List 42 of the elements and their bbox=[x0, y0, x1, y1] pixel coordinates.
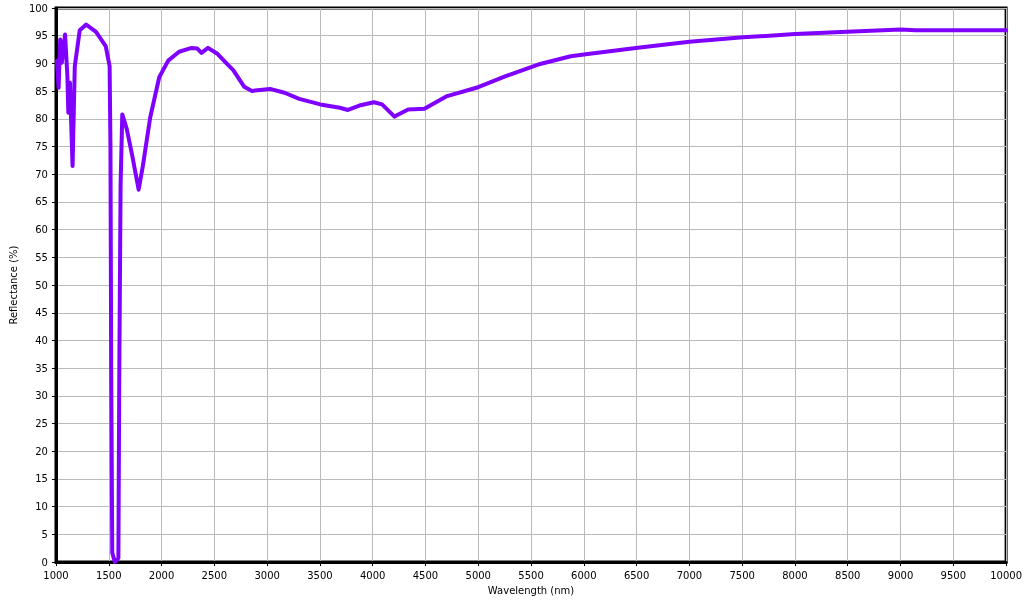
x-axis-title: Wavelength (nm) bbox=[487, 584, 575, 596]
y-tick-label: 90 bbox=[35, 57, 48, 69]
x-tick-label: 2500 bbox=[201, 569, 228, 581]
y-tick-label: 15 bbox=[35, 473, 48, 485]
x-tick-label: 3500 bbox=[307, 569, 333, 581]
x-tick-label: 1000 bbox=[43, 569, 69, 581]
x-tick-label: 3000 bbox=[254, 569, 280, 581]
y-tick-label: 95 bbox=[35, 30, 48, 42]
x-tick-label: 10000 bbox=[990, 569, 1022, 581]
y-tick-label: 30 bbox=[35, 390, 48, 402]
x-tick-label: 8500 bbox=[835, 569, 861, 581]
x-tick-label: 2000 bbox=[148, 569, 175, 581]
y-tick-label: 85 bbox=[35, 85, 48, 97]
y-tick-label: 65 bbox=[35, 196, 48, 208]
x-tick-label: 9500 bbox=[940, 569, 967, 581]
x-tick-label: 7000 bbox=[676, 569, 703, 581]
x-tick-label: 5500 bbox=[518, 569, 544, 581]
x-tick-label: 4500 bbox=[412, 569, 439, 581]
x-tick-label: 6500 bbox=[623, 569, 650, 581]
y-tick-label: 45 bbox=[35, 307, 48, 319]
y-tick-label: 50 bbox=[35, 279, 48, 291]
y-tick-label: 70 bbox=[35, 168, 48, 180]
y-tick-label: 40 bbox=[35, 334, 48, 346]
y-tick-label: 100 bbox=[28, 2, 48, 14]
x-tick-label: 5000 bbox=[465, 569, 491, 581]
y-tick-label: 5 bbox=[41, 528, 48, 540]
x-tick-label: 4000 bbox=[359, 569, 386, 581]
x-tick-label: 6000 bbox=[571, 569, 597, 581]
y-tick-label: 80 bbox=[35, 113, 48, 125]
y-tick-label: 75 bbox=[35, 141, 48, 153]
x-tick-label: 9000 bbox=[887, 569, 914, 581]
y-tick-label: 55 bbox=[35, 251, 48, 263]
y-tick-label: 0 bbox=[41, 556, 48, 568]
y-tick-label: 25 bbox=[35, 418, 48, 430]
y-tick-label: 60 bbox=[35, 224, 48, 236]
y-tick-label: 20 bbox=[35, 445, 48, 457]
y-tick-label: 35 bbox=[35, 362, 48, 374]
x-tick-label: 7500 bbox=[729, 569, 755, 581]
y-tick-label: 10 bbox=[35, 501, 48, 513]
x-tick-label: 1500 bbox=[96, 569, 122, 581]
y-axis-title: Reflectance (%) bbox=[7, 245, 19, 325]
x-tick-label: 8000 bbox=[782, 569, 808, 581]
